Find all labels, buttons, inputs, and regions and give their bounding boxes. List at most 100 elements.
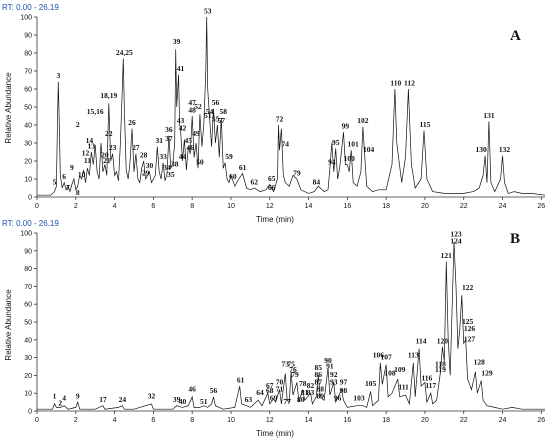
peak-label: 30 <box>146 161 154 170</box>
peak-label: 43 <box>177 116 185 125</box>
peak-label: 34 <box>163 163 171 172</box>
y-tick-label-b: 60 <box>24 302 32 309</box>
peak-label: 114 <box>416 336 427 345</box>
peak-label: 101 <box>348 140 360 149</box>
peak-label: 44 <box>179 152 187 161</box>
x-tick-label-b: 26 <box>537 417 545 424</box>
x-tick-label-b: 8 <box>190 417 194 424</box>
peak-label: 27 <box>132 143 140 152</box>
peak-label: 15,16 <box>87 107 104 116</box>
y-axis-title-b: Relative Abundance <box>4 289 13 361</box>
peak-label: 85 <box>315 363 323 372</box>
peak-label: 32 <box>148 392 156 401</box>
peak-label: 63 <box>245 395 253 404</box>
peak-label: 20 <box>101 150 109 159</box>
peak-label: 65 <box>268 174 276 183</box>
peak-label: 35 <box>167 170 175 179</box>
peak-label: 5 <box>53 177 57 186</box>
peak-label: 40 <box>179 397 187 406</box>
peak-label: 108 <box>384 368 396 377</box>
x-tick-label-a: 2 <box>74 203 78 210</box>
y-tick-label-a: 100 <box>20 15 32 22</box>
peak-label: 64 <box>256 388 264 397</box>
y-tick-label-b: 10 <box>24 391 32 398</box>
peak-label: 18,19 <box>100 91 117 100</box>
peak-label: 71 <box>276 384 284 393</box>
peak-label: 8 <box>76 188 80 197</box>
y-tick-label-a: 80 <box>24 51 32 58</box>
x-tick-label-b: 2 <box>74 417 78 424</box>
y-tick-label-b: 30 <box>24 355 32 362</box>
peak-label: 21 <box>103 156 111 165</box>
y-tick-label-b: 20 <box>24 373 32 380</box>
rt-range-label-b: RT: 0.00 - 26.19 <box>2 219 59 228</box>
y-tick-label-b: 70 <box>24 284 32 291</box>
peak-label: 57 <box>218 116 226 125</box>
peak-label: 102 <box>357 116 369 125</box>
peak-label: 39 <box>173 37 181 46</box>
peak-label: 1 <box>53 392 57 401</box>
peak-label: 2 <box>58 399 62 408</box>
y-tick-label-a: 20 <box>24 159 32 166</box>
peak-label: 53 <box>204 6 212 15</box>
peak-label: 45 <box>185 136 193 145</box>
peak-label: 26 <box>128 118 136 127</box>
peak-label: 95 <box>332 138 340 147</box>
peak-label: 92 <box>330 370 338 379</box>
peak-label: 23 <box>109 143 117 152</box>
chromatogram-panel-a: RT: 0.00 - 26.19 A Time (min) Relative A… <box>2 3 545 224</box>
peak-label: 67 <box>266 381 274 390</box>
x-tick-label-a: 20 <box>421 203 429 210</box>
peak-label: 6 <box>62 172 66 181</box>
peak-label: 66 <box>268 183 276 192</box>
y-tick-label-b: 100 <box>20 231 32 238</box>
peak-label: 96 <box>334 393 342 402</box>
peak-label: 61 <box>239 163 247 172</box>
peak-label: 103 <box>353 393 365 402</box>
x-tick-label-a: 8 <box>190 203 194 210</box>
peak-label: 118 <box>435 360 446 369</box>
peak-label: 29 <box>142 168 150 177</box>
peak-label: 93 <box>330 377 338 386</box>
peak-label: 10 <box>78 170 86 179</box>
peak-label: 87 <box>315 377 323 386</box>
peak-label: 124 <box>450 237 462 246</box>
peak-label: 50 <box>196 158 204 167</box>
peak-label: 131 <box>483 111 495 120</box>
x-axis-title-a: Time (min) <box>256 215 294 224</box>
x-tick-label-a: 26 <box>537 203 545 210</box>
peak-label: 3 <box>56 71 60 80</box>
x-tick-label-b: 18 <box>382 417 390 424</box>
peak-label: 88 <box>316 384 324 393</box>
peak-label: 47 <box>188 98 196 107</box>
peak-label: 14 <box>86 136 94 145</box>
peak-label: 60 <box>229 172 237 181</box>
peak-label: 81 <box>301 388 309 397</box>
peak-label: 132 <box>499 145 511 154</box>
peak-label: 51 <box>204 111 212 120</box>
peak-label: 123 <box>450 230 462 239</box>
x-tick-label-b: 16 <box>343 417 351 424</box>
peak-label: 110 <box>390 78 401 87</box>
peak-label: 115 <box>420 120 431 129</box>
x-tick-label-a: 4 <box>113 203 117 210</box>
peak-label: 106 <box>373 351 385 360</box>
peak-label: 98 <box>340 386 348 395</box>
x-tick-label-b: 6 <box>151 417 155 424</box>
peak-label: 79 <box>291 370 299 379</box>
peak-label: 130 <box>476 145 488 154</box>
peak-label: 73 <box>282 360 290 369</box>
x-tick-label-b: 10 <box>227 417 235 424</box>
peak-label: 54 <box>206 107 214 116</box>
x-tick-label-a: 24 <box>499 203 507 210</box>
x-tick-label-a: 6 <box>151 203 155 210</box>
y-tick-label-a: 40 <box>24 123 32 130</box>
peak-label: 83 <box>307 388 315 397</box>
y-tick-label-a: 90 <box>24 33 32 40</box>
peak-label: 116 <box>421 374 432 383</box>
peak-label: 125 <box>462 317 474 326</box>
peak-label: 72 <box>276 114 284 123</box>
peak-label: 111 <box>398 383 409 392</box>
peak-label: 89 <box>316 392 324 401</box>
peak-label: 9 <box>76 392 80 401</box>
